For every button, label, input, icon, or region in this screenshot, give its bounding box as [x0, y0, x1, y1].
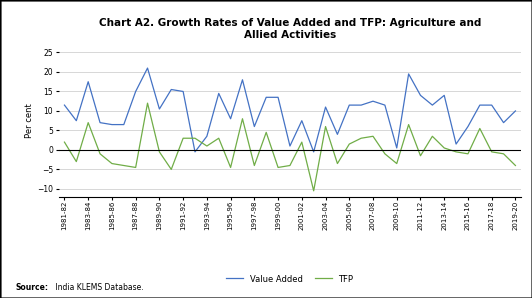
Value Added	[417, 94, 423, 97]
Title: Chart A2. Growth Rates of Value Added and TFP: Agriculture and
Allied Activities: Chart A2. Growth Rates of Value Added an…	[99, 18, 481, 40]
Value Added	[215, 91, 222, 95]
TFP	[394, 162, 400, 165]
Value Added	[394, 146, 400, 150]
Value Added	[298, 119, 305, 122]
Value Added	[61, 103, 68, 107]
Value Added	[381, 103, 388, 107]
Text: India KLEMS Database.: India KLEMS Database.	[53, 283, 144, 292]
Line: Value Added: Value Added	[64, 68, 516, 152]
Value Added	[334, 133, 340, 136]
TFP	[512, 164, 519, 167]
Value Added	[121, 123, 127, 126]
TFP	[501, 152, 507, 156]
Text: Source:: Source:	[16, 283, 49, 292]
TFP	[192, 136, 198, 140]
TFP	[144, 101, 151, 105]
TFP	[358, 136, 364, 140]
Value Added	[239, 78, 246, 82]
TFP	[121, 164, 127, 167]
TFP	[417, 154, 423, 158]
Value Added	[109, 123, 115, 126]
Line: TFP: TFP	[64, 103, 516, 191]
Value Added	[156, 107, 163, 111]
TFP	[287, 164, 293, 167]
TFP	[429, 134, 436, 138]
Y-axis label: Per cent: Per cent	[25, 103, 34, 138]
TFP	[322, 125, 329, 128]
Value Added	[275, 96, 281, 99]
TFP	[263, 131, 269, 134]
TFP	[97, 152, 103, 156]
Value Added	[287, 144, 293, 148]
Value Added	[263, 96, 269, 99]
TFP	[239, 117, 246, 120]
Value Added	[358, 103, 364, 107]
TFP	[251, 164, 257, 167]
Value Added	[251, 125, 257, 128]
TFP	[109, 162, 115, 165]
Value Added	[512, 109, 519, 113]
TFP	[381, 152, 388, 156]
Value Added	[97, 121, 103, 125]
Value Added	[204, 134, 210, 138]
Value Added	[429, 103, 436, 107]
TFP	[488, 150, 495, 154]
TFP	[215, 136, 222, 140]
Value Added	[85, 80, 92, 83]
Value Added	[144, 66, 151, 70]
Value Added	[501, 121, 507, 125]
TFP	[346, 142, 353, 146]
TFP	[405, 123, 412, 126]
TFP	[85, 121, 92, 125]
Value Added	[322, 105, 329, 109]
TFP	[132, 166, 139, 169]
TFP	[168, 167, 174, 171]
TFP	[441, 146, 447, 150]
TFP	[180, 136, 186, 140]
Value Added	[180, 90, 186, 93]
Value Added	[370, 100, 376, 103]
TFP	[156, 150, 163, 154]
TFP	[465, 152, 471, 156]
Value Added	[346, 103, 353, 107]
TFP	[370, 134, 376, 138]
Value Added	[488, 103, 495, 107]
Value Added	[311, 150, 317, 154]
Value Added	[465, 125, 471, 128]
Legend: Value Added, TFP: Value Added, TFP	[227, 275, 353, 284]
TFP	[453, 150, 459, 154]
Value Added	[192, 150, 198, 154]
TFP	[61, 140, 68, 144]
Value Added	[405, 72, 412, 76]
Value Added	[227, 117, 234, 120]
Value Added	[441, 94, 447, 97]
TFP	[334, 162, 340, 165]
Value Added	[453, 142, 459, 146]
Value Added	[477, 103, 483, 107]
TFP	[204, 144, 210, 148]
TFP	[311, 189, 317, 193]
TFP	[477, 127, 483, 130]
TFP	[298, 140, 305, 144]
Value Added	[168, 88, 174, 91]
Value Added	[132, 90, 139, 93]
TFP	[275, 166, 281, 169]
TFP	[73, 160, 79, 163]
Value Added	[73, 119, 79, 122]
TFP	[227, 166, 234, 169]
